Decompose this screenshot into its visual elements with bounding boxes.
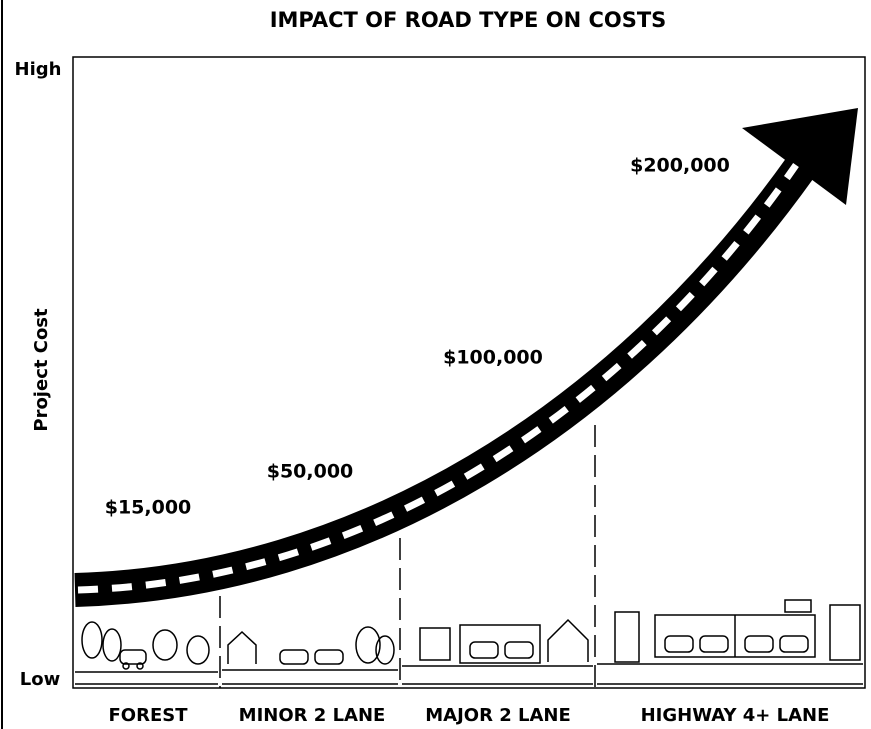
cost-label: $50,000 xyxy=(267,461,354,483)
y-axis-label: Project Cost xyxy=(31,308,52,432)
category-label: HIGHWAY 4+ LANE xyxy=(641,705,830,726)
high-label: High xyxy=(15,59,62,80)
road-arrow xyxy=(74,108,858,607)
category-label: FOREST xyxy=(109,705,189,726)
scenes xyxy=(75,599,863,685)
cost-label: $15,000 xyxy=(105,497,192,519)
category-label: MINOR 2 LANE xyxy=(239,705,386,726)
frame xyxy=(72,56,866,689)
category-label: MAJOR 2 LANE xyxy=(425,705,571,726)
cost-label: $200,000 xyxy=(630,155,730,177)
dividers xyxy=(219,425,596,688)
title: IMPACT OF ROAD TYPE ON COSTS xyxy=(270,8,667,32)
cost-label: $100,000 xyxy=(443,347,543,369)
low-label: Low xyxy=(20,669,60,690)
